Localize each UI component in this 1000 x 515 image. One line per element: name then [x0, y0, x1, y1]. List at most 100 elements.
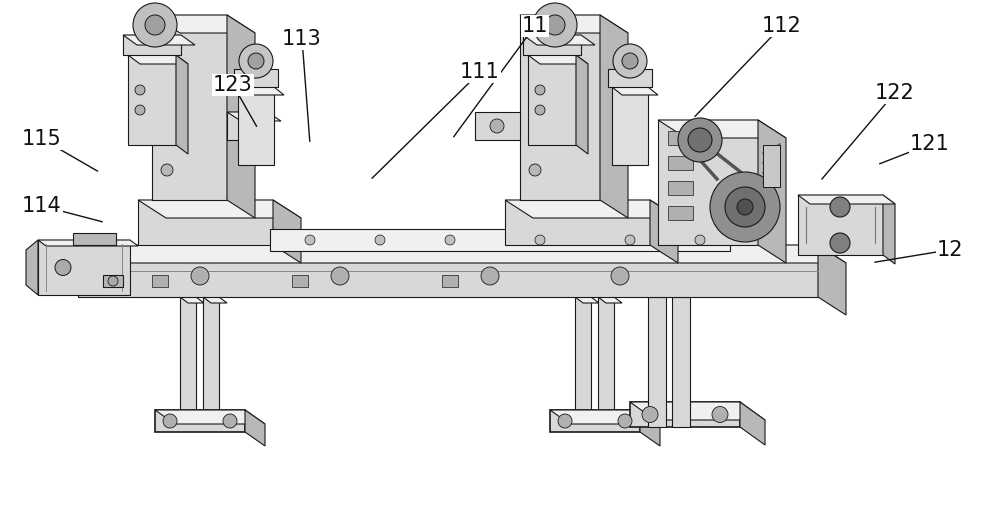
Circle shape: [240, 119, 254, 133]
Polygon shape: [152, 15, 227, 200]
Circle shape: [490, 119, 504, 133]
Polygon shape: [668, 131, 693, 145]
Polygon shape: [608, 69, 652, 87]
Polygon shape: [640, 410, 660, 446]
Polygon shape: [234, 69, 278, 87]
Circle shape: [830, 233, 850, 253]
Polygon shape: [442, 275, 458, 287]
Polygon shape: [668, 206, 693, 220]
Polygon shape: [152, 275, 168, 287]
Circle shape: [618, 414, 632, 428]
Polygon shape: [528, 55, 588, 64]
Circle shape: [535, 85, 545, 95]
Polygon shape: [550, 410, 660, 424]
Polygon shape: [78, 245, 818, 297]
Circle shape: [613, 44, 647, 78]
Polygon shape: [818, 245, 846, 315]
Text: 122: 122: [875, 83, 915, 102]
Polygon shape: [123, 35, 181, 55]
Polygon shape: [668, 181, 693, 195]
Polygon shape: [612, 87, 648, 165]
Polygon shape: [520, 15, 600, 200]
Circle shape: [145, 15, 165, 35]
Polygon shape: [292, 275, 308, 287]
Polygon shape: [78, 245, 846, 263]
Circle shape: [481, 267, 499, 285]
Polygon shape: [138, 200, 301, 218]
Circle shape: [830, 197, 850, 217]
Polygon shape: [26, 240, 38, 295]
Text: 121: 121: [910, 134, 950, 154]
Polygon shape: [128, 55, 188, 64]
Text: 113: 113: [282, 29, 322, 48]
Circle shape: [545, 15, 565, 35]
Polygon shape: [598, 297, 622, 303]
Polygon shape: [505, 200, 678, 218]
Circle shape: [375, 235, 385, 245]
Polygon shape: [798, 195, 895, 204]
Circle shape: [191, 267, 209, 285]
Circle shape: [688, 128, 712, 152]
Polygon shape: [528, 55, 576, 145]
Circle shape: [135, 105, 145, 115]
Text: 123: 123: [213, 75, 253, 95]
Polygon shape: [227, 15, 255, 218]
Circle shape: [625, 235, 635, 245]
Circle shape: [611, 267, 629, 285]
Text: 114: 114: [22, 196, 62, 216]
Polygon shape: [575, 297, 591, 427]
Polygon shape: [520, 15, 628, 33]
Polygon shape: [203, 297, 227, 303]
Circle shape: [642, 406, 658, 422]
Circle shape: [135, 85, 145, 95]
Polygon shape: [576, 55, 588, 154]
Polygon shape: [238, 87, 284, 95]
Polygon shape: [38, 240, 130, 295]
Circle shape: [108, 276, 118, 286]
Polygon shape: [575, 297, 599, 303]
Circle shape: [248, 53, 264, 69]
Polygon shape: [883, 195, 895, 264]
Polygon shape: [763, 145, 780, 187]
Polygon shape: [180, 297, 196, 427]
Polygon shape: [630, 402, 740, 427]
Polygon shape: [630, 402, 765, 420]
Circle shape: [223, 414, 237, 428]
Polygon shape: [155, 410, 265, 424]
Circle shape: [305, 235, 315, 245]
Polygon shape: [550, 410, 640, 432]
Circle shape: [163, 414, 177, 428]
Polygon shape: [758, 120, 786, 263]
Circle shape: [133, 3, 177, 47]
Polygon shape: [505, 200, 650, 245]
Circle shape: [678, 118, 722, 162]
Circle shape: [712, 406, 728, 422]
Polygon shape: [270, 229, 730, 251]
Polygon shape: [123, 35, 195, 45]
Circle shape: [710, 172, 780, 242]
Polygon shape: [155, 410, 245, 432]
Circle shape: [331, 267, 349, 285]
Polygon shape: [176, 55, 188, 154]
Polygon shape: [128, 55, 176, 145]
Circle shape: [535, 105, 545, 115]
Polygon shape: [238, 87, 274, 165]
Circle shape: [161, 114, 173, 126]
Polygon shape: [598, 297, 614, 427]
Polygon shape: [138, 200, 273, 245]
Circle shape: [529, 64, 541, 76]
Circle shape: [529, 114, 541, 126]
Text: 115: 115: [22, 129, 62, 149]
Polygon shape: [475, 112, 520, 140]
Polygon shape: [180, 297, 204, 303]
Circle shape: [445, 235, 455, 245]
Polygon shape: [152, 15, 255, 33]
Polygon shape: [273, 200, 301, 263]
Polygon shape: [523, 35, 595, 45]
Polygon shape: [227, 112, 281, 121]
Text: 112: 112: [762, 16, 802, 36]
Circle shape: [55, 260, 71, 276]
Circle shape: [622, 53, 638, 69]
Circle shape: [161, 164, 173, 176]
Circle shape: [558, 414, 572, 428]
